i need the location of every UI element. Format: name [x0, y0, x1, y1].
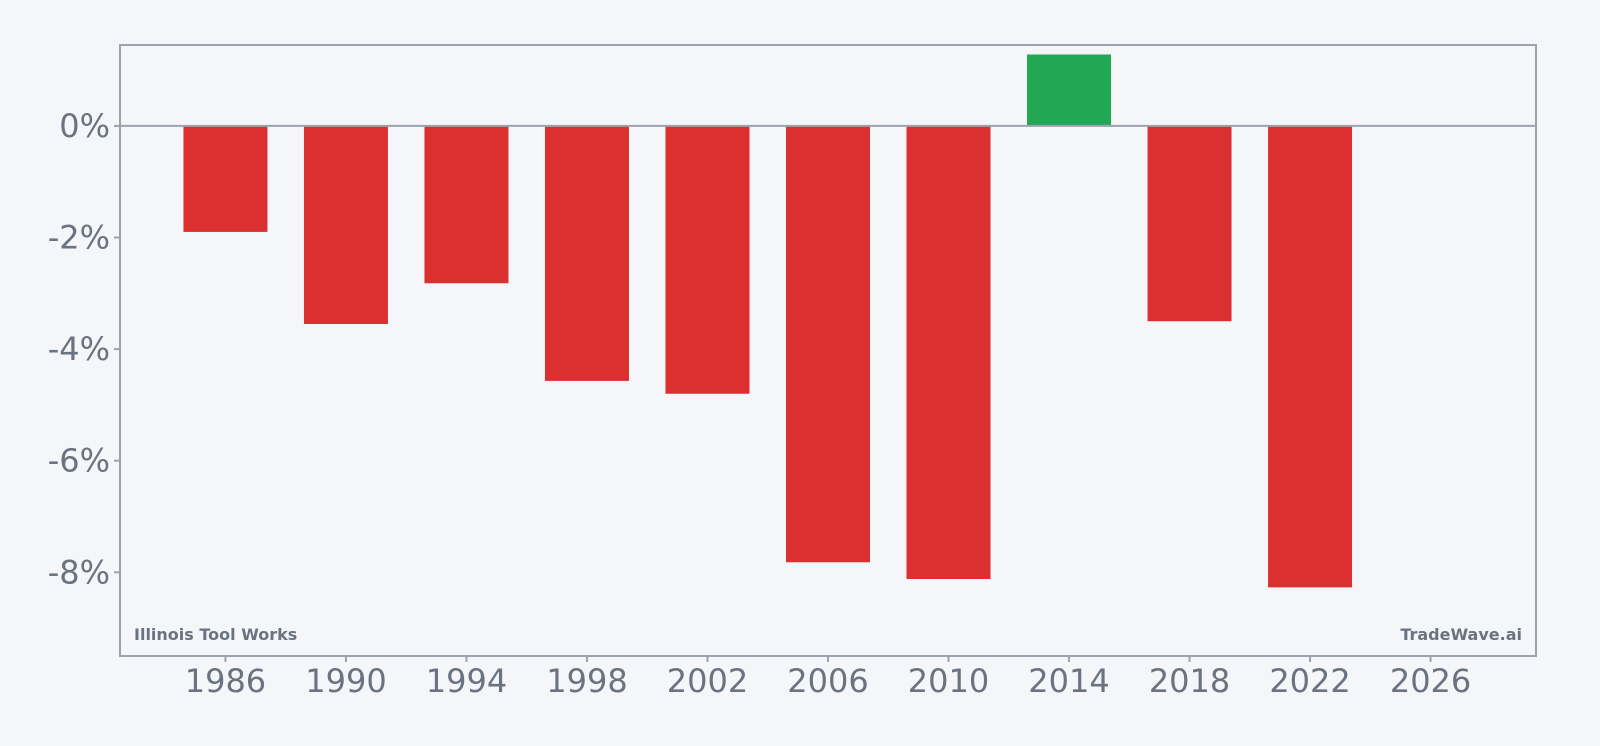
bar-1994 [424, 125, 509, 284]
x-tick-label: 2006 [787, 662, 868, 700]
y-tick-label: -8% [48, 553, 110, 591]
x-tick-label: 1986 [185, 662, 266, 700]
x-tick-label: 1994 [426, 662, 507, 700]
y-tick-label: -6% [48, 442, 110, 480]
x-tick-label: 2014 [1028, 662, 1109, 700]
bar-1998 [544, 125, 629, 381]
x-tick-label: 2018 [1149, 662, 1230, 700]
x-tick-label: 1990 [305, 662, 386, 700]
y-tick-label: -4% [48, 330, 110, 368]
bar-2002 [665, 125, 750, 394]
bar-2010 [906, 125, 991, 579]
x-tick-label: 1998 [546, 662, 627, 700]
bar-2014 [1027, 54, 1112, 126]
bar-2018 [1147, 125, 1232, 322]
bar-2006 [786, 125, 870, 563]
y-tick-label: 0% [59, 107, 110, 145]
bar-2022 [1268, 125, 1353, 588]
watermark-right: TradeWave.ai [1400, 625, 1522, 644]
x-tick-label: 2026 [1390, 662, 1471, 700]
x-tick-label: 2010 [908, 662, 989, 700]
x-axis: 1986 1990 1994 1998 2002 2006 2010 2014 2018 2022… [185, 656, 1471, 700]
x-tick-label: 2022 [1269, 662, 1350, 700]
x-tick-label: 2002 [667, 662, 748, 700]
y-axis: 0% -2% -4% -6% -8% [48, 107, 120, 591]
bar-1986 [183, 125, 268, 232]
watermark-left: Illinois Tool Works [134, 625, 297, 644]
bar-1990 [303, 125, 388, 324]
y-tick-label: -2% [48, 219, 110, 257]
bars-group [183, 54, 1353, 588]
